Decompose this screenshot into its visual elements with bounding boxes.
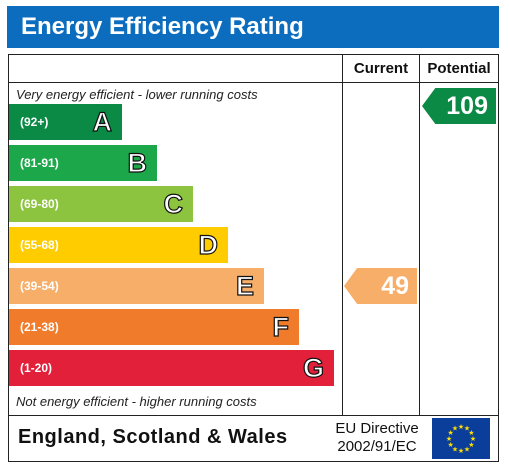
band-range-label: (55-68) bbox=[20, 238, 59, 252]
rating-band-e: (39-54) E bbox=[9, 268, 264, 304]
current-column-header: Current bbox=[353, 60, 409, 77]
flag-star: ★ bbox=[446, 435, 452, 443]
band-range-label: (92+) bbox=[20, 115, 49, 129]
band-range-label: (69-80) bbox=[20, 197, 59, 211]
rating-band-f: (21-38) F bbox=[9, 309, 299, 345]
band-range-label: (1-20) bbox=[20, 361, 53, 375]
flag-star: ★ bbox=[447, 441, 453, 449]
band-range-label: (39-54) bbox=[20, 279, 59, 293]
current-rating-value: 49 bbox=[381, 272, 409, 300]
eu-directive: EU Directive 2002/91/EC bbox=[326, 420, 428, 456]
flag-star: ★ bbox=[464, 425, 470, 433]
region-label: England, Scotland & Wales bbox=[18, 426, 288, 448]
flag-star: ★ bbox=[452, 425, 458, 433]
bottom-note: Not energy efficient - higher running co… bbox=[16, 394, 257, 409]
page-title: Energy Efficiency Rating bbox=[7, 6, 499, 48]
band-range-label: (21-38) bbox=[20, 320, 59, 334]
directive-line-1: EU Directive bbox=[335, 420, 419, 437]
rating-band-c: (69-80) C bbox=[9, 186, 193, 222]
rating-band-g: (1-20) G bbox=[9, 350, 334, 386]
flag-star: ★ bbox=[464, 445, 470, 453]
band-letter: F bbox=[272, 311, 290, 342]
current-column-divider bbox=[342, 54, 343, 416]
directive-line-2: 2002/91/EC bbox=[337, 438, 417, 455]
potential-column-divider bbox=[419, 54, 420, 416]
potential-rating-arrow: 109 bbox=[422, 88, 496, 124]
current-rating-arrow: 49 bbox=[344, 268, 417, 304]
band-letter: G bbox=[302, 352, 324, 383]
rating-band-b: (81-91) B bbox=[9, 145, 157, 181]
flag-star: ★ bbox=[470, 435, 476, 443]
band-letter: A bbox=[92, 106, 113, 137]
rating-band-d: (55-68) D bbox=[9, 227, 228, 263]
top-note: Very energy efficient - lower running co… bbox=[16, 87, 258, 102]
flag-star: ★ bbox=[452, 445, 458, 453]
eu-flag-icon: ★ ★ ★ ★ ★ ★ ★ ★ ★ ★ ★ ★ bbox=[432, 418, 490, 459]
potential-rating-value: 109 bbox=[446, 92, 488, 120]
flag-star: ★ bbox=[447, 429, 453, 437]
band-letter: C bbox=[163, 188, 184, 219]
band-range-label: (81-91) bbox=[20, 156, 59, 170]
header-row-divider bbox=[8, 82, 499, 83]
band-letter: D bbox=[198, 229, 219, 260]
flag-star: ★ bbox=[458, 447, 464, 455]
band-letter: B bbox=[127, 147, 148, 178]
band-letter: E bbox=[235, 270, 254, 301]
rating-table bbox=[8, 54, 499, 462]
rating-band-a: (92+) A bbox=[9, 104, 122, 140]
flag-star: ★ bbox=[458, 423, 464, 431]
footer-row-divider bbox=[8, 415, 499, 416]
flag-star: ★ bbox=[468, 441, 474, 449]
flag-star: ★ bbox=[468, 429, 474, 437]
potential-column-header: Potential bbox=[427, 60, 491, 77]
